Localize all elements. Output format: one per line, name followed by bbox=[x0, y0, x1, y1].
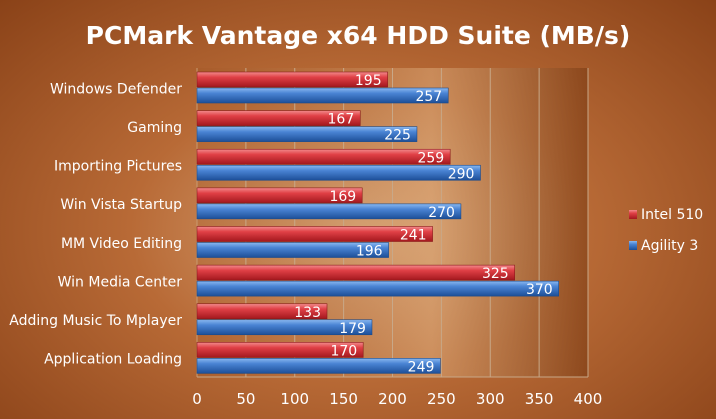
bar-intel-510 bbox=[196, 187, 363, 204]
bar-agility-3 bbox=[196, 164, 481, 181]
data-label: 133 bbox=[294, 305, 321, 321]
category-label: Windows Defender bbox=[50, 81, 182, 97]
data-label: 179 bbox=[339, 321, 366, 337]
data-label: 370 bbox=[526, 282, 553, 298]
bar-intel-510 bbox=[196, 303, 328, 320]
data-label: 196 bbox=[356, 244, 383, 260]
category-label: Gaming bbox=[127, 120, 182, 136]
data-label: 167 bbox=[328, 112, 355, 128]
data-label: 249 bbox=[408, 359, 435, 375]
bar-intel-510 bbox=[196, 342, 364, 358]
bar-agility-3 bbox=[196, 280, 559, 297]
x-tick-label: 300 bbox=[476, 390, 505, 408]
bar-agility-3 bbox=[196, 358, 441, 374]
category-label: Application Loading bbox=[44, 352, 182, 368]
chart-title: PCMark Vantage x64 HDD Suite (MB/s) bbox=[86, 21, 631, 50]
legend-label: Intel 510 bbox=[641, 207, 703, 223]
bar-agility-3 bbox=[196, 319, 373, 336]
legend-label: Agility 3 bbox=[641, 238, 698, 254]
bar-intel-510 bbox=[196, 110, 361, 126]
bar-intel-510 bbox=[196, 71, 388, 88]
category-label: Importing Pictures bbox=[54, 159, 182, 175]
bar-intel-510 bbox=[196, 226, 433, 242]
x-tick-label: 350 bbox=[525, 390, 554, 408]
legend-swatch bbox=[629, 210, 637, 219]
x-tick-label: 250 bbox=[427, 390, 456, 408]
x-tick-label: 400 bbox=[574, 390, 603, 408]
x-tick-label: 150 bbox=[329, 390, 358, 408]
data-label: 259 bbox=[417, 150, 444, 166]
data-label: 257 bbox=[415, 89, 442, 105]
bar-agility-3 bbox=[196, 242, 389, 258]
x-tick-label: 0 bbox=[192, 390, 202, 408]
x-tick-label: 50 bbox=[236, 390, 255, 408]
category-label: MM Video Editing bbox=[61, 236, 182, 252]
data-label: 170 bbox=[330, 343, 357, 359]
data-label: 290 bbox=[448, 166, 475, 182]
legend-swatch bbox=[629, 241, 637, 250]
category-label: Adding Music To Mplayer bbox=[9, 313, 182, 329]
bar-intel-510 bbox=[196, 148, 451, 165]
data-label: 241 bbox=[400, 228, 427, 244]
bar-agility-3 bbox=[196, 203, 462, 220]
data-label: 225 bbox=[384, 128, 411, 144]
x-tick-label: 200 bbox=[378, 390, 407, 408]
bar-intel-510 bbox=[196, 264, 515, 281]
category-label: Win Media Center bbox=[58, 274, 183, 290]
bar-agility-3 bbox=[196, 126, 418, 142]
data-label: 169 bbox=[329, 189, 356, 205]
x-tick-label: 100 bbox=[280, 390, 309, 408]
category-label: Win Vista Startup bbox=[60, 197, 182, 213]
data-label: 195 bbox=[355, 73, 382, 89]
data-label: 270 bbox=[428, 205, 455, 221]
bar-agility-3 bbox=[196, 87, 449, 104]
data-label: 325 bbox=[482, 266, 509, 282]
